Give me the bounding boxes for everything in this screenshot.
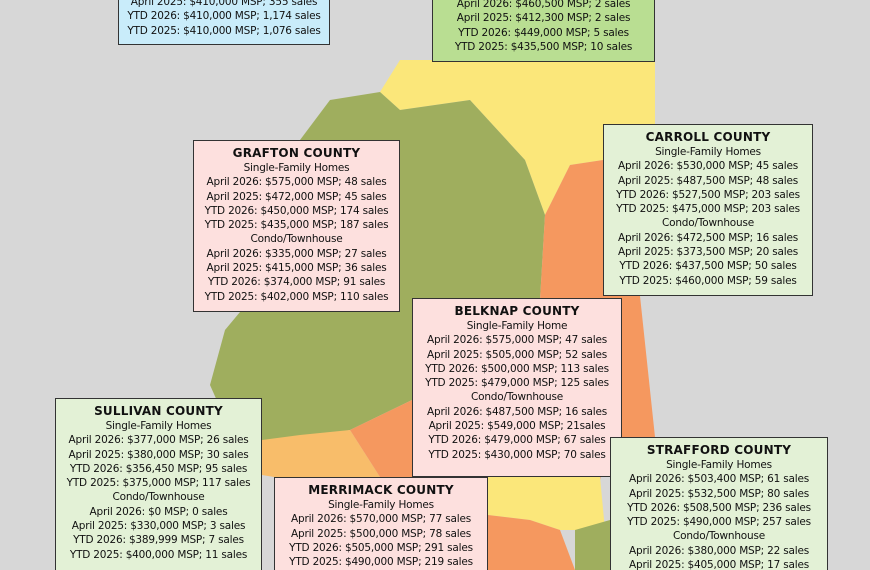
stat-line: April 2025: $330,000 MSP; 3 sales <box>71 520 246 533</box>
stat-line: YTD 2026: $527,500 MSP; 203 sales <box>616 188 800 201</box>
county-title: CARROLL COUNTY <box>645 130 771 144</box>
stat-line: April 2025: $373,500 MSP; 20 sales <box>618 246 798 259</box>
region <box>380 60 655 215</box>
stat-line: April 2025: $415,000 MSP; 36 sales <box>206 262 387 275</box>
county-box: April 2025: $410,000 MSP; 355 sales YTD 2… <box>118 0 330 45</box>
stat-line: April 2026: $460,500 MSP; 2 sales <box>456 0 631 10</box>
stat-line: YTD 2025: $400,000 MSP; 11 sales <box>69 548 248 561</box>
stat-line: April 2026: $0 MSP; 0 sales <box>89 505 228 518</box>
stat-line: YTD 2025: $490,000 MSP; 257 sales <box>627 516 811 529</box>
stat-line: April 2026: $335,000 MSP; 27 sales <box>206 247 387 260</box>
stat-line: YTD 2025: $479,000 MSP; 125 sales <box>425 377 609 390</box>
stat-line: YTD 2026: $389,999 MSP; 7 sales <box>73 534 244 547</box>
stat-line: April 2026: $487,500 MSP; 16 sales <box>427 405 607 418</box>
stat-line: YTD 2026: $450,000 MSP; 174 sales <box>204 204 389 217</box>
stat-line: YTD 2026: $449,000 MSP; 5 sales <box>458 26 629 39</box>
stat-line: YTD 2025: $435,000 MSP; 187 sales <box>204 219 389 232</box>
stat-line: YTD 2025: $402,000 MSP; 110 sales <box>204 290 389 303</box>
county-box: STRAFFORD COUNTY Single-Family Homes April… <box>610 437 828 570</box>
stat-line: YTD 2025: $375,000 MSP; 117 sales <box>66 477 251 490</box>
stat-line: YTD 2026: $356,450 MSP; 95 sales <box>69 462 248 475</box>
county-box: CARROLL COUNTY Single-Family Homes April 2… <box>603 124 813 296</box>
stat-line: YTD 2026: $505,000 MSP; 291 sales <box>289 541 473 554</box>
stat-line: April 2026: $530,000 MSP; 45 sales <box>618 160 798 173</box>
stat-line: Single-Family Homes <box>655 146 761 158</box>
stat-line: YTD 2025: $475,000 MSP; 203 sales <box>616 203 800 216</box>
stat-line: YTD 2026: $479,000 MSP; 67 sales <box>428 434 606 447</box>
county-box: GRAFTON COUNTY Single-Family Homes April 2… <box>193 140 400 312</box>
stat-line: April 2025: $505,000 MSP; 52 sales <box>427 348 607 361</box>
region <box>262 430 380 477</box>
stat-line: April 2026: $503,400 MSP; 61 sales <box>629 473 809 486</box>
stat-line: Condo/Townhouse <box>250 233 343 246</box>
county-box: MERRIMACK COUNTY Single-Family Homes April… <box>274 477 488 570</box>
stat-line: Single-Family Homes <box>105 420 212 432</box>
stat-line: April 2026: $575,000 MSP; 47 sales <box>427 334 607 347</box>
stat-line: YTD 2026: $500,000 MSP; 113 sales <box>425 362 609 375</box>
region <box>350 400 412 477</box>
stat-line: Condo/Townhouse <box>471 391 563 404</box>
stat-line: April 2026: $570,000 MSP; 77 sales <box>291 513 471 526</box>
stat-line: April 2026: $377,000 MSP; 26 sales <box>68 434 249 447</box>
county-title: MERRIMACK COUNTY <box>308 483 454 497</box>
county-title: BELKNAP COUNTY <box>454 304 580 318</box>
stat-line: YTD 2026: $374,000 MSP; 91 sales <box>207 276 386 289</box>
stat-line: YTD 2025: $490,000 MSP; 219 sales <box>289 556 473 569</box>
stat-line: April 2026: $472,500 MSP; 16 sales <box>618 231 798 244</box>
county-box: BELKNAP COUNTY Single-Family Home April 20… <box>412 298 622 477</box>
county-box: SULLIVAN COUNTY Single-Family Homes April … <box>55 398 262 570</box>
stat-line: Single-Family Homes <box>243 162 350 174</box>
region <box>575 520 610 570</box>
county-title: SULLIVAN COUNTY <box>94 404 223 418</box>
stat-line: Single-Family Homes <box>328 499 434 511</box>
region <box>488 477 605 530</box>
stat-line: April 2025: $405,000 MSP; 17 sales <box>629 559 809 570</box>
stat-line: April 2025: $472,000 MSP; 45 sales <box>206 190 387 203</box>
stat-line: April 2025: $500,000 MSP; 78 sales <box>291 527 471 540</box>
stat-line: YTD 2025: $410,000 MSP; 1,076 sales <box>127 24 321 37</box>
stat-line: YTD 2026: $508,500 MSP; 236 sales <box>627 501 811 514</box>
stat-line: Single-Family Home <box>466 320 568 332</box>
stat-line: YTD 2025: $460,000 MSP; 59 sales <box>619 274 797 287</box>
stat-line: Single-Family Homes <box>666 459 772 471</box>
county-title: GRAFTON COUNTY <box>232 146 361 160</box>
stat-line: Condo/Townhouse <box>673 530 765 543</box>
stat-line: April 2025: $410,000 MSP; 355 sales <box>130 0 318 8</box>
stat-line: YTD 2026: $410,000 MSP; 1,174 sales <box>127 10 321 23</box>
county-box: April 2026: $460,500 MSP; 2 sales April 2… <box>432 0 655 62</box>
stat-line: Condo/Townhouse <box>112 491 205 504</box>
region <box>488 515 575 570</box>
stat-line: April 2025: $380,000 MSP; 30 sales <box>68 448 249 461</box>
stat-line: April 2026: $380,000 MSP; 22 sales <box>629 544 809 557</box>
stat-line: April 2025: $412,300 MSP; 2 sales <box>456 12 631 25</box>
stat-line: YTD 2025: $430,000 MSP; 70 sales <box>428 448 606 461</box>
county-title: STRAFFORD COUNTY <box>646 443 792 457</box>
stat-line: Condo/Townhouse <box>662 217 754 230</box>
stat-line: April 2026: $575,000 MSP; 48 sales <box>206 176 387 189</box>
stat-line: April 2025: $487,500 MSP; 48 sales <box>618 174 798 187</box>
stat-line: YTD 2025: $435,500 MSP; 10 sales <box>454 40 633 53</box>
stat-line: April 2025: $532,500 MSP; 80 sales <box>629 487 809 500</box>
stat-line: YTD 2026: $437,500 MSP; 50 sales <box>619 260 797 273</box>
stat-line: April 2025: $549,000 MSP; 21sales <box>428 420 606 433</box>
